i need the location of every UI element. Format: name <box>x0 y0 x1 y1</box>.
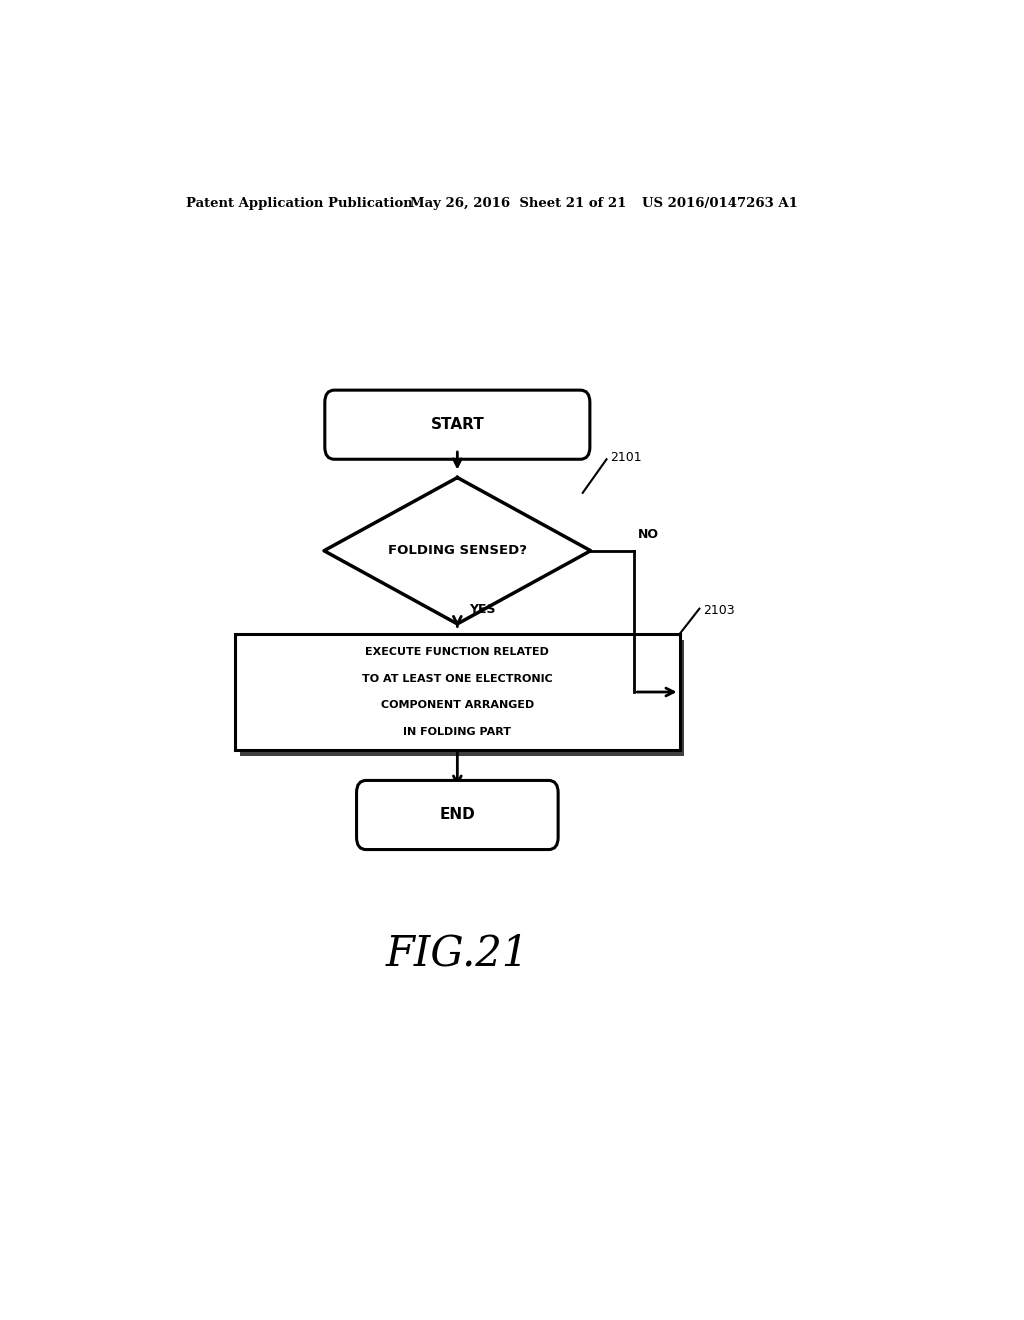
Polygon shape <box>324 478 591 624</box>
Text: END: END <box>439 808 475 822</box>
Text: May 26, 2016  Sheet 21 of 21: May 26, 2016 Sheet 21 of 21 <box>410 197 626 210</box>
Text: Patent Application Publication: Patent Application Publication <box>186 197 413 210</box>
Text: TO AT LEAST ONE ELECTRONIC: TO AT LEAST ONE ELECTRONIC <box>361 673 553 684</box>
FancyBboxPatch shape <box>356 780 558 850</box>
Text: START: START <box>430 417 484 432</box>
Text: YES: YES <box>469 603 496 615</box>
Text: EXECUTE FUNCTION RELATED: EXECUTE FUNCTION RELATED <box>366 647 549 657</box>
Text: FOLDING SENSED?: FOLDING SENSED? <box>388 544 526 557</box>
Bar <box>240 640 684 756</box>
Text: IN FOLDING PART: IN FOLDING PART <box>403 726 511 737</box>
FancyBboxPatch shape <box>325 391 590 459</box>
Text: 2101: 2101 <box>610 451 642 465</box>
Text: 2103: 2103 <box>703 603 735 616</box>
Text: COMPONENT ARRANGED: COMPONENT ARRANGED <box>381 700 534 710</box>
Text: NO: NO <box>638 528 659 541</box>
Text: FIG.21: FIG.21 <box>386 932 529 974</box>
Text: US 2016/0147263 A1: US 2016/0147263 A1 <box>642 197 798 210</box>
Bar <box>236 634 680 750</box>
